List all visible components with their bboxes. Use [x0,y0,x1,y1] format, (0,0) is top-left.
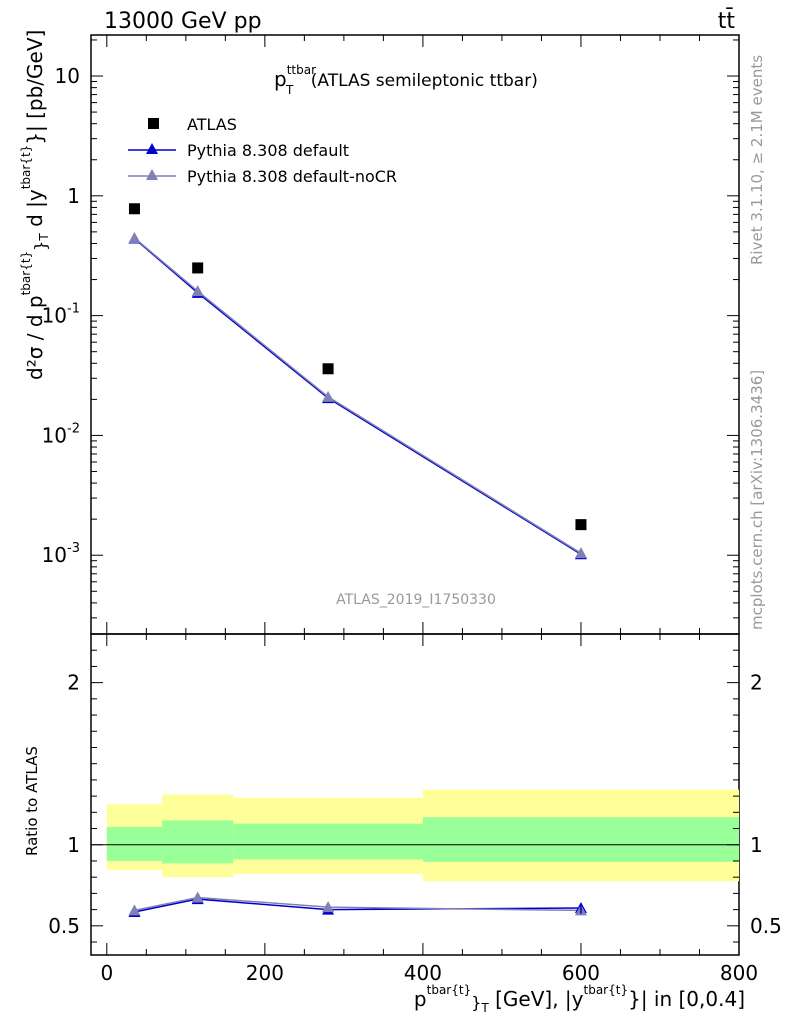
y-tick-label-exp: -2 [67,421,80,436]
rivet-label: Rivet 3.1.10, ≥ 2.1M events [748,55,766,265]
x-tick-label: 400 [404,961,442,985]
ratio-point-pythia-nocr [322,901,335,913]
y-tick-label-exp: -1 [67,302,80,317]
line-pythia-default [133,237,582,555]
y-tick-label-base: 10 [42,304,67,328]
band-inner-1 [162,820,234,864]
y-tick-label-base: 1 [67,184,80,208]
legend-marker-nocr [146,169,158,180]
ratio-tick-label-right: 1 [750,833,763,857]
point-pythia-nocr [191,285,204,297]
x-tick-label: 0 [100,961,113,985]
point-atlas [322,363,334,375]
x-axis-label-subT: T [480,1001,489,1015]
mcplots-label: mcplots.cern.ch [arXiv:1306.3436] [748,370,766,630]
header-right: tt̄ [718,8,736,34]
x-tick-label: 800 [720,961,758,985]
plot-title-sup: ttbar [287,63,316,77]
legend-label-atlas: ATLAS [187,115,237,134]
y-tick-label-base: 10 [42,543,67,567]
y-tick-label: 1 [67,184,80,208]
ratio-tick-label-right: 2 [750,671,763,695]
band-inner-2 [233,823,423,860]
y-tick-label: 10-2 [42,421,80,447]
data-marks [128,203,587,918]
band-inner-3 [422,817,739,862]
plot-title-sub: T [285,83,294,97]
y-axis-label: d²σ / d ptbar{t}}T d |ytbar{t}}| [pb/GeV… [19,30,51,380]
point-pythia-nocr [128,231,141,243]
legend-label-nocr: Pythia 8.308 default-noCR [187,167,397,186]
ratio-tick-label-right: 0.5 [750,914,782,938]
x-axis-label-sup1: tbar{t} [427,983,472,997]
ratio-point-pythia-nocr [191,891,204,903]
x-axis-label: ptbar{t}}T [GeV], |ytbar{t}}| in [0,0.4] [414,983,745,1015]
y-axis-label-end: }| [pb/GeV] [23,30,47,145]
y-axis-label-sub1: } [31,241,50,251]
plot-title-rest: (ATLAS semileptonic ttbar) [305,71,537,91]
y-axis-label-main: d²σ / d p [23,295,47,380]
point-pythia-nocr [574,547,587,559]
y-tick-label: 10 [55,64,80,88]
plot-title-main: p [274,67,287,91]
legend-label-default: Pythia 8.308 default [187,141,349,160]
x-axis-label-p: p [414,987,427,1011]
line-pythia-nocr [133,237,582,554]
ratio-tick-label-left: 0.5 [48,914,80,938]
point-atlas [128,203,140,215]
plot-title: pttbar T (ATLAS semileptonic ttbar) [274,63,538,97]
ratio-tick-label-left: 1 [67,833,80,857]
header-left: 13000 GeV pp [104,9,262,34]
watermark: ATLAS_2019_I1750330 [336,592,496,608]
point-pythia-nocr [322,390,335,402]
y-axis-label-mid: d |y [23,189,47,233]
ratio-tick-label-left: 2 [67,671,80,695]
x-tick-label: 200 [246,961,284,985]
y-axis-label-sup1: tbar{t} [19,251,33,296]
x-axis-label-end: }| in [0,0.4] [628,987,745,1011]
x-axis-label-mid: [GeV], |y [489,987,584,1011]
ratio-bands [91,789,739,882]
ratio-point-pythia-nocr [128,904,141,916]
ratio-line-pythia-nocr [134,896,581,912]
point-atlas [192,262,204,274]
legend: ATLAS Pythia 8.308 default Pythia 8.308 … [128,115,397,186]
y-tick-label: 10-1 [42,302,80,328]
ratio-y-axis-label: Ratio to ATLAS [23,746,41,856]
y-tick-label-base: 10 [55,64,80,88]
band-inner-0 [106,826,163,861]
y-tick-label-exp: -3 [67,541,80,556]
y-axis-label-subT: T [37,233,51,242]
point-atlas [575,519,587,531]
y-tick-label: 10-3 [42,541,80,567]
legend-marker-default [146,143,158,154]
x-axis-label-sub1: } [471,993,481,1012]
x-axis-label-sup2: tbar{t} [584,983,629,997]
y-axis-label-sup2: tbar{t} [19,145,33,190]
legend-marker-atlas [148,118,159,129]
y-tick-label-base: 10 [42,423,67,447]
x-tick-label: 600 [562,961,600,985]
